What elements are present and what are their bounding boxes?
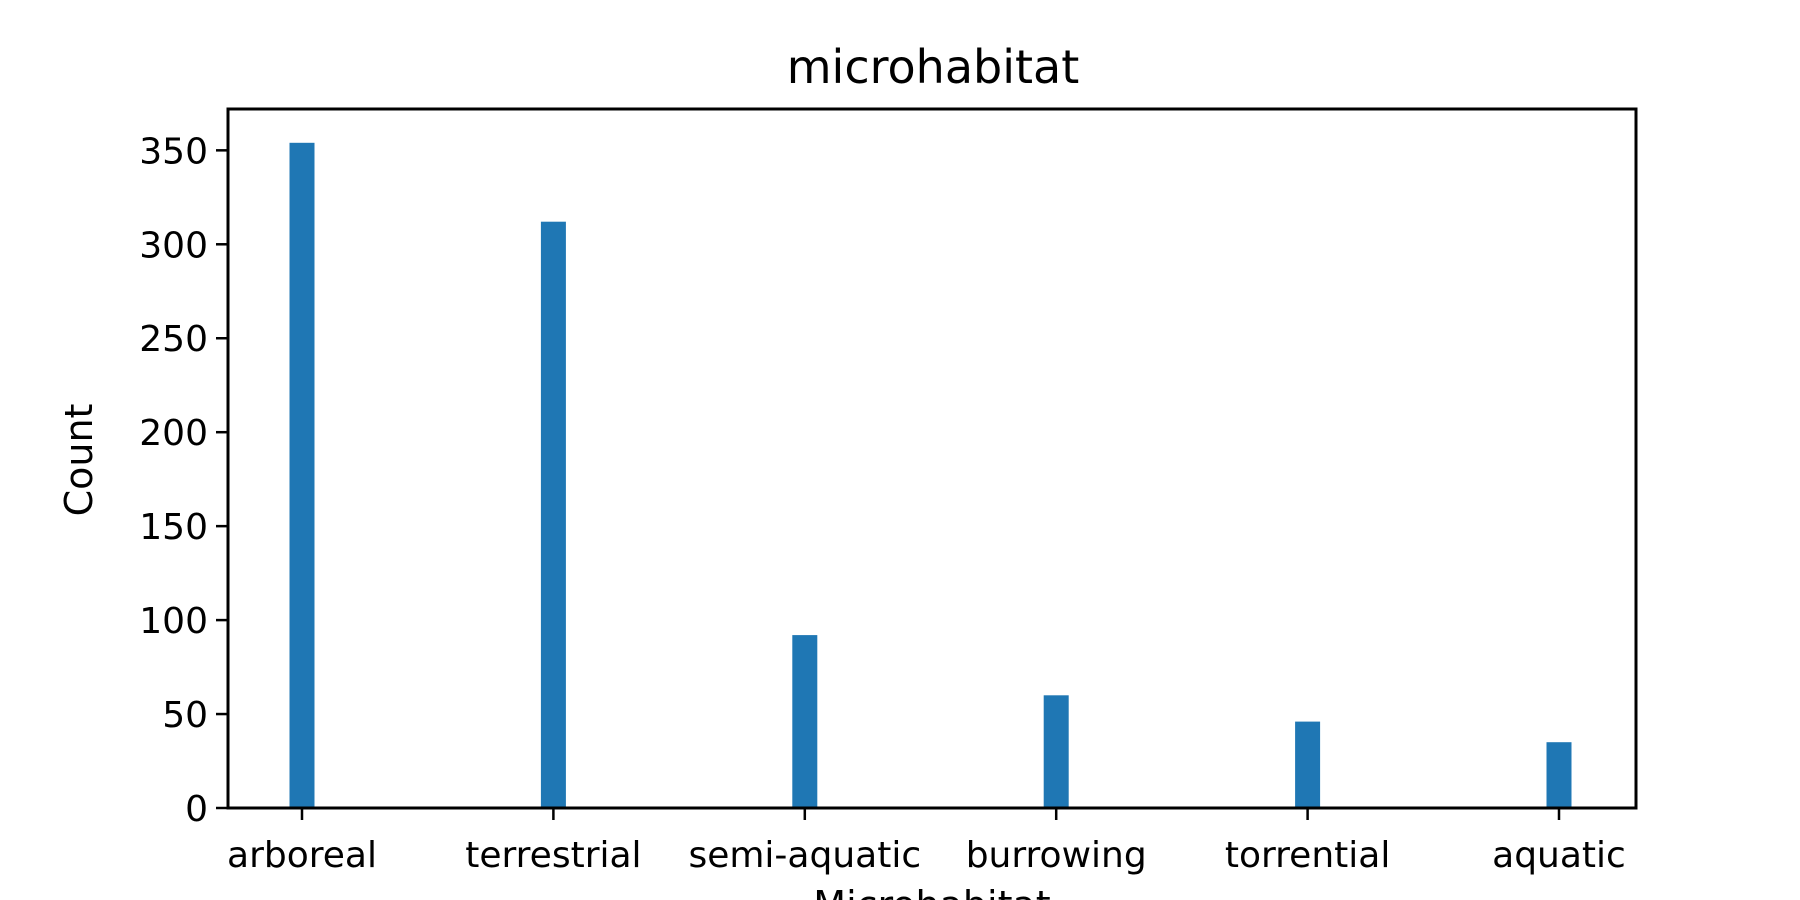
- bar-aquatic: [1546, 742, 1572, 808]
- y-tick-label: 100: [139, 601, 208, 642]
- x-tick-label: burrowing: [966, 835, 1147, 876]
- bar-terrestrial: [540, 221, 566, 808]
- bar-arboreal: [289, 142, 315, 809]
- x-axis-title: Microhabitat: [813, 883, 1050, 900]
- y-tick-label: 200: [139, 413, 208, 454]
- x-tick-label: semi-aquatic: [688, 835, 921, 876]
- chart-title: microhabitat: [787, 40, 1080, 94]
- y-axis-title: Count: [57, 404, 101, 517]
- x-tick-label: torrential: [1225, 835, 1390, 876]
- plot-area: [289, 142, 1572, 809]
- bar-semi-aquatic: [792, 635, 818, 808]
- y-tick-label: 300: [139, 225, 208, 266]
- y-tick-label: 50: [162, 695, 208, 736]
- x-tick-label: terrestrial: [465, 835, 641, 876]
- y-tick-label: 0: [185, 789, 208, 830]
- axes-frame: [226, 107, 1638, 810]
- y-tick-label: 250: [139, 319, 208, 360]
- bar-torrential: [1295, 721, 1321, 808]
- bar-burrowing: [1043, 695, 1069, 808]
- y-tick-label: 150: [139, 507, 208, 548]
- x-tick-label: arboreal: [227, 835, 377, 876]
- y-tick-label: 350: [139, 131, 208, 172]
- x-tick-label: aquatic: [1492, 835, 1626, 876]
